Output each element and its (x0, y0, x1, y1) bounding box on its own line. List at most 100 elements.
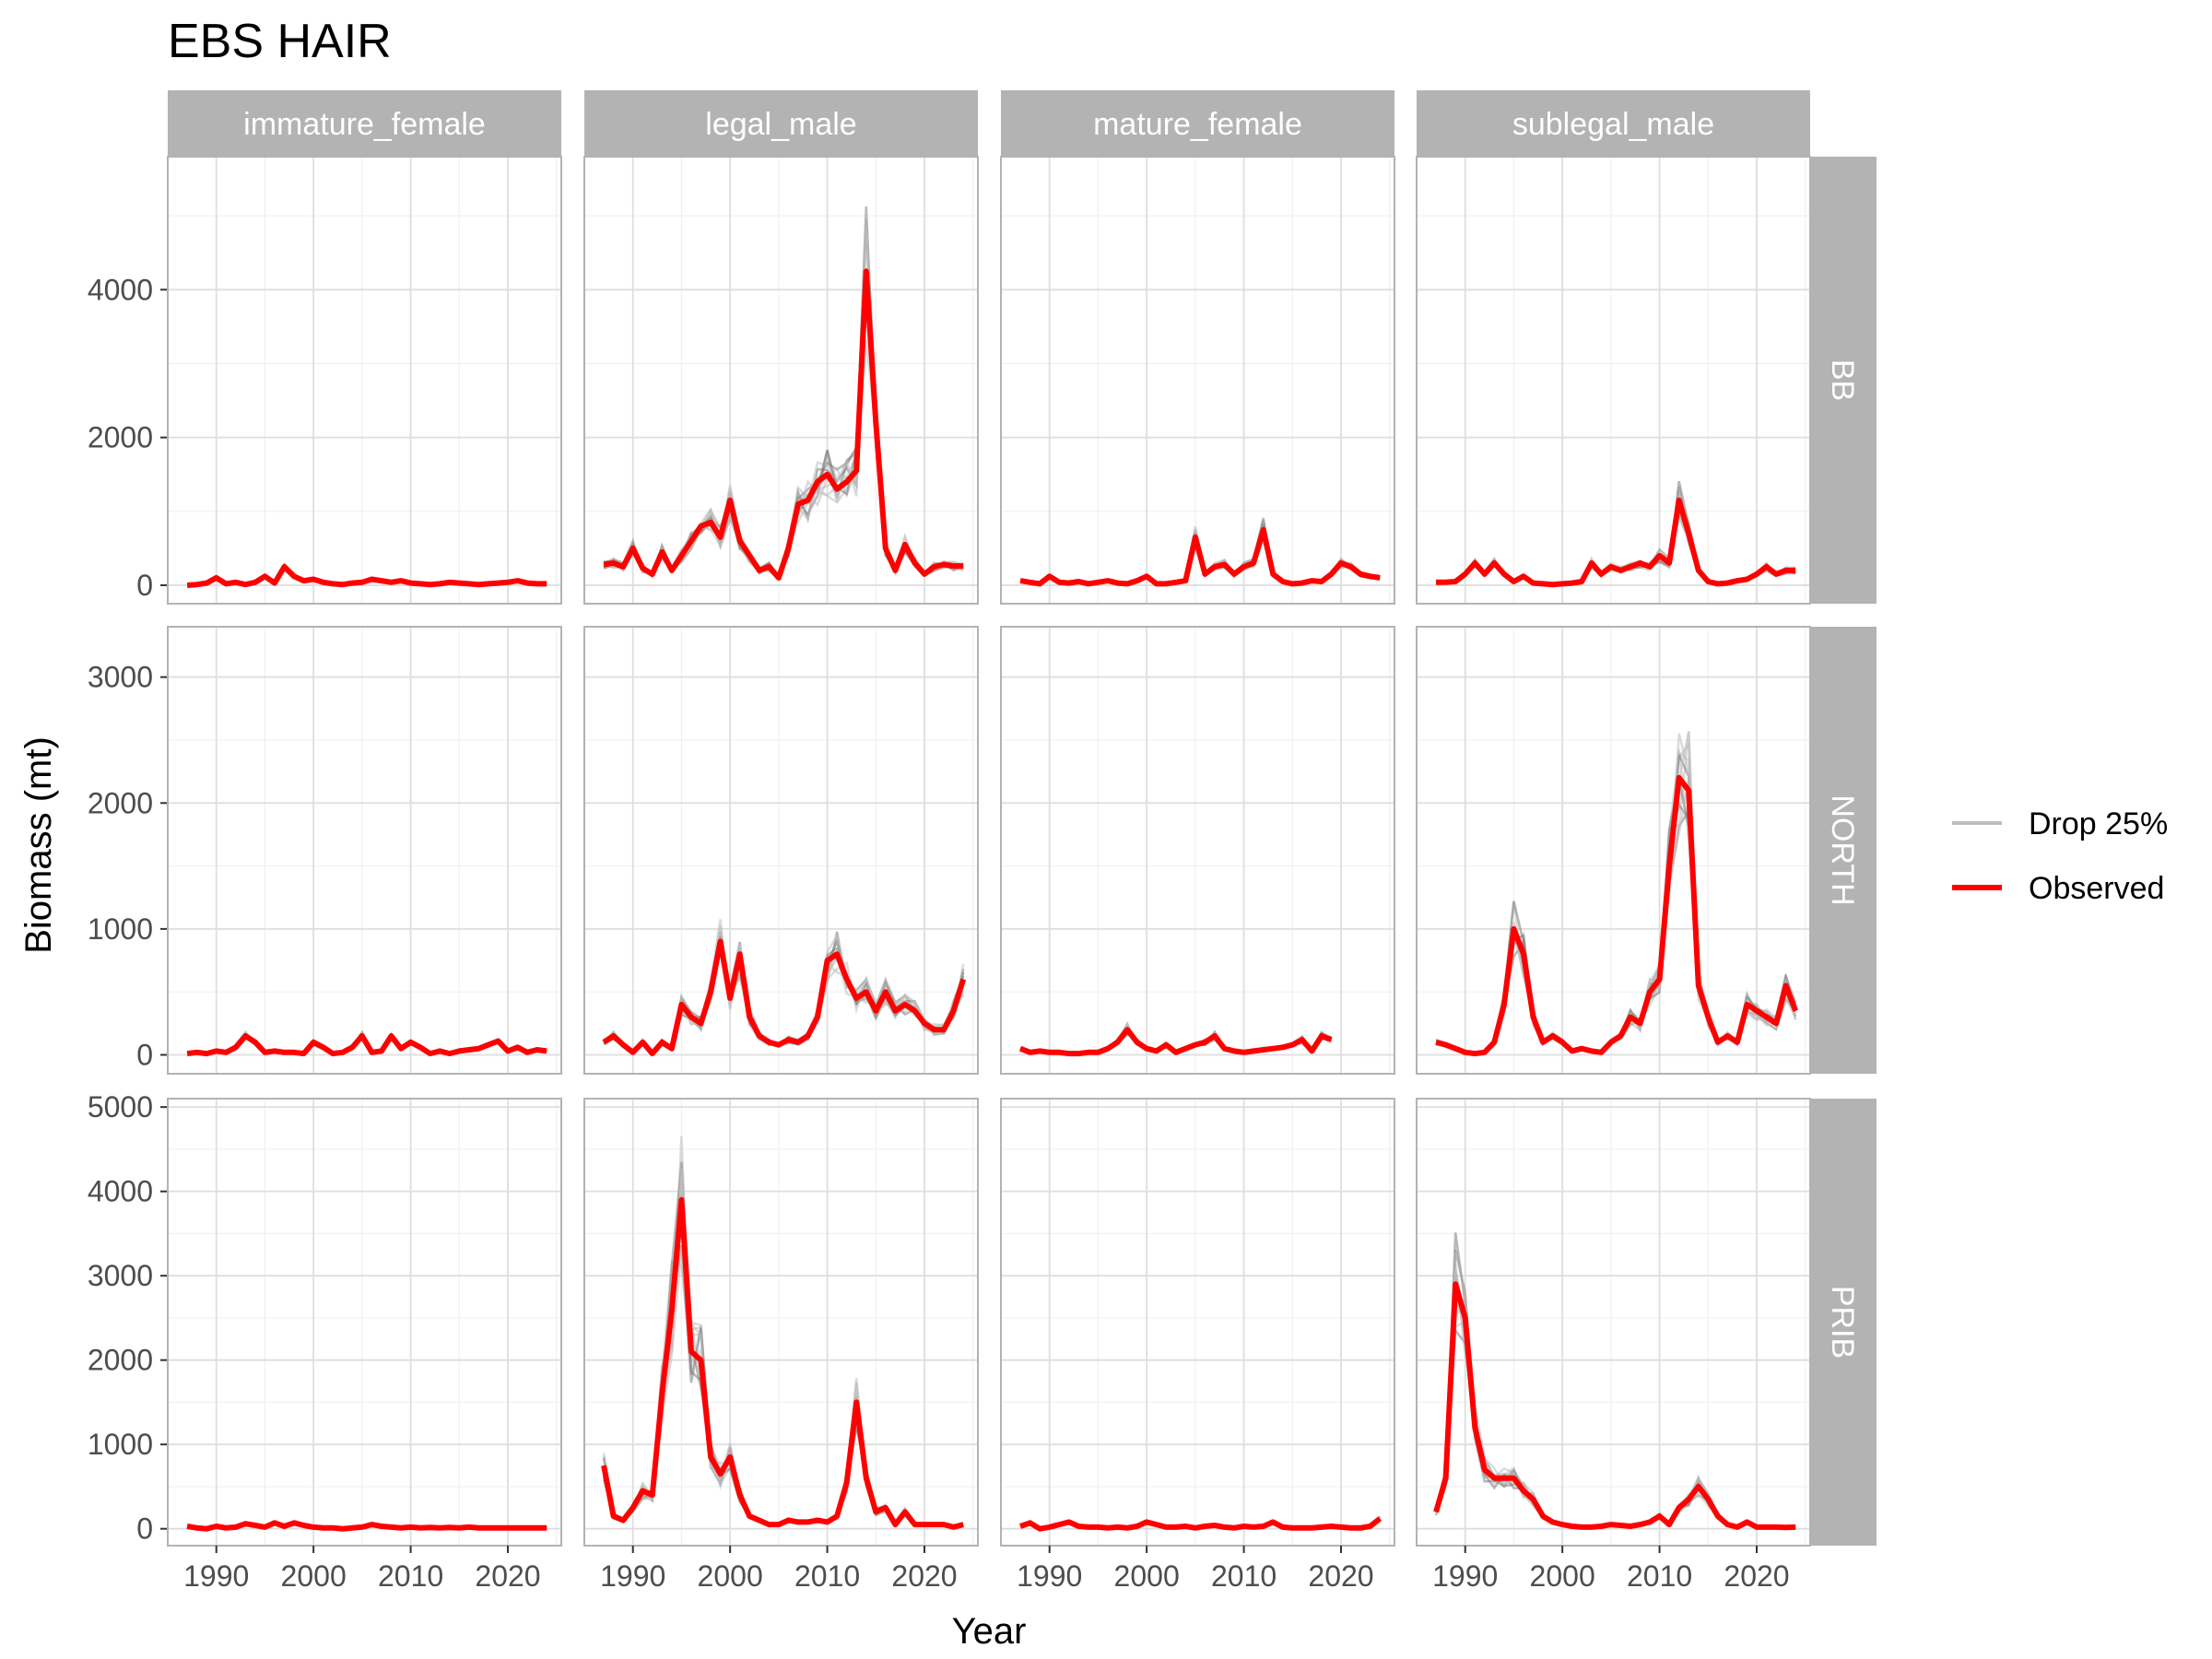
facet-panel (167, 626, 562, 1075)
row-strip-label: NORTH (1825, 794, 1860, 905)
facet-panel (583, 1098, 979, 1547)
legend: Drop 25% Observed (1952, 806, 2168, 906)
x-axis-title: Year (952, 1611, 1027, 1652)
panel-border (167, 626, 562, 1075)
x-tick-label: 1990 (1432, 1559, 1498, 1593)
drop-25-series-line (1436, 733, 1797, 1055)
drop-25-series-line (1434, 1320, 1796, 1529)
panel-border (1000, 156, 1395, 605)
drop-25-series-line (1434, 1273, 1796, 1529)
y-tick-label: 4000 (88, 273, 153, 306)
drop-25-series-line (603, 218, 964, 581)
drop-25-series-line (1436, 510, 1796, 586)
drop-25-series-line (1435, 754, 1797, 1055)
drop-25-series-line (602, 1176, 964, 1529)
drop-25-series-line (602, 1161, 964, 1529)
drop-25-series-line (602, 1228, 964, 1528)
y-tick-label: 2000 (88, 421, 153, 454)
x-tick-label: 2020 (475, 1559, 540, 1593)
x-tick-label: 2020 (1308, 1559, 1373, 1593)
y-tick-label: 2000 (88, 786, 153, 819)
facet-panel (1416, 156, 1811, 605)
facet-panel (167, 156, 562, 605)
panel-border (583, 1098, 979, 1547)
drop-25-series-line (604, 931, 965, 1055)
chart-title: EBS HAIR (168, 15, 392, 68)
drop-25-series-line (602, 1168, 964, 1528)
drop-25-series-line (604, 292, 964, 579)
observed-series-line (1435, 774, 1798, 1057)
drop-25-series-line (603, 925, 965, 1055)
drop-25-series-line (1435, 780, 1797, 1055)
facet-panel (167, 1098, 562, 1547)
drop-25-series-line (1434, 1268, 1796, 1529)
drop-25-series-line (1435, 741, 1797, 1055)
observed-series-line (603, 268, 964, 581)
drop-25-series-line (603, 933, 965, 1055)
observed-series-line (601, 1196, 964, 1530)
y-tick-label: 1000 (88, 912, 153, 946)
x-tick-label: 2020 (1724, 1559, 1789, 1593)
drop-25-series-line (603, 937, 965, 1056)
drop-25-series-line (1435, 779, 1797, 1055)
drop-25-series-line (602, 1162, 964, 1529)
y-tick-label: 4000 (88, 1175, 153, 1208)
x-tick-label: 2000 (281, 1559, 347, 1593)
x-tick-label: 1990 (1017, 1559, 1082, 1593)
drop-25-series-line (603, 207, 964, 582)
y-axis-title: Biomass (mt) (18, 736, 59, 954)
drop-25-series-line (1435, 779, 1797, 1055)
x-tick-label: 2020 (891, 1559, 957, 1593)
y-tick-label: 0 (136, 1512, 153, 1546)
observed-series-line (602, 938, 967, 1057)
panel-border (1416, 156, 1811, 605)
facet-panel (1416, 626, 1811, 1075)
drop-25-series-line (603, 219, 964, 579)
drop-25-series-line (603, 919, 965, 1056)
column-strip-label: mature_female (1093, 107, 1302, 142)
observed-series-line (1019, 526, 1381, 587)
facet-panels: immature_female legal_male mature_female su… (88, 90, 1877, 1593)
x-tick-label: 1990 (183, 1559, 249, 1593)
drop-25-series-line (603, 932, 965, 1056)
drop-25-series-line (1435, 750, 1797, 1055)
drop-25-series-line (1436, 748, 1797, 1055)
drop-25-series-line (602, 1248, 964, 1528)
row-strip-label: BB (1825, 359, 1860, 401)
drop-25-series-line (602, 1190, 964, 1529)
drop-25-series-line (603, 312, 964, 582)
drop-25-series-line (602, 1135, 964, 1529)
x-tick-label: 2010 (378, 1559, 443, 1593)
column-strip (1001, 90, 1394, 157)
drop-25-series-line (602, 1260, 964, 1529)
observed-series-line (1019, 1516, 1382, 1532)
drop-25-series-line (1434, 1273, 1796, 1529)
x-tick-label: 2000 (1114, 1559, 1180, 1593)
drop-25-series-line (1434, 1250, 1796, 1529)
panel-border (167, 156, 562, 605)
observed-series-line (1019, 1027, 1333, 1057)
facet-panel (1000, 156, 1395, 605)
observed-series-line (1436, 497, 1796, 588)
drop-25-series-line (603, 206, 964, 582)
row-strip (1810, 627, 1877, 1074)
column-strip (168, 90, 561, 157)
drop-25-series-line (603, 210, 964, 581)
y-tick-label: 3000 (88, 1259, 153, 1292)
facet-panel (1416, 1098, 1811, 1547)
panel-border (167, 1098, 562, 1547)
panel-border (1416, 1098, 1811, 1547)
drop-25-series-line (603, 339, 964, 580)
y-tick-label: 0 (136, 1039, 153, 1072)
drop-25-series-line (603, 230, 964, 581)
column-strip-label: legal_male (705, 107, 856, 142)
panel-border (1416, 626, 1811, 1075)
drop-25-series-line (1435, 731, 1797, 1055)
drop-25-series-line (1434, 1295, 1796, 1529)
x-tick-label: 2000 (1530, 1559, 1595, 1593)
drop-25-series-line (1434, 1298, 1796, 1529)
column-strip-label: immature_female (243, 107, 486, 142)
facet-panel (583, 156, 979, 605)
column-strip-label: sublegal_male (1512, 107, 1714, 142)
panel-border (1000, 1098, 1395, 1547)
